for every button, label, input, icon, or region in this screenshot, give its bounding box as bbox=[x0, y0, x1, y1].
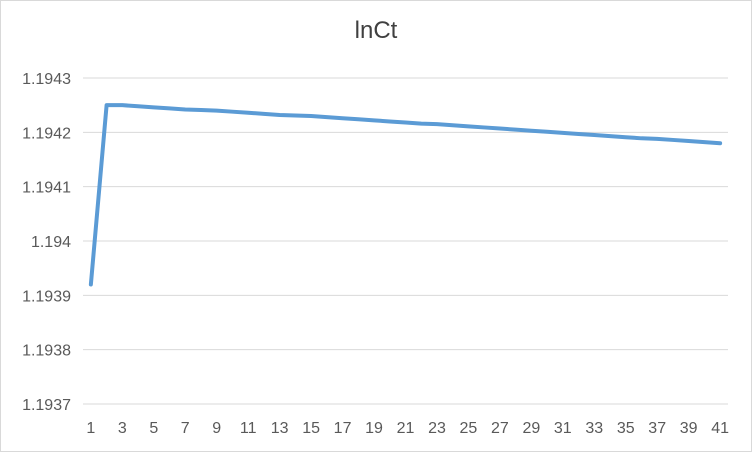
data-point bbox=[514, 128, 518, 132]
x-tick-label: 25 bbox=[460, 420, 478, 437]
data-point bbox=[639, 136, 643, 140]
x-tick-label: 15 bbox=[302, 420, 320, 437]
x-tick-label: 1 bbox=[86, 420, 95, 437]
data-point bbox=[577, 132, 581, 136]
data-point bbox=[498, 127, 502, 131]
chart-title: lnCt bbox=[354, 17, 398, 44]
data-point bbox=[608, 134, 612, 138]
x-tick-label: 29 bbox=[522, 420, 540, 437]
y-tick-label: 1.1942 bbox=[22, 125, 71, 142]
x-tick-label: 17 bbox=[334, 420, 352, 437]
data-point bbox=[419, 122, 423, 126]
data-point bbox=[278, 113, 282, 117]
data-point bbox=[482, 125, 486, 129]
x-tick-label: 7 bbox=[181, 420, 190, 437]
data-point bbox=[120, 103, 124, 107]
data-point bbox=[655, 137, 659, 141]
x-tick-label: 3 bbox=[118, 420, 127, 437]
data-point bbox=[230, 110, 234, 114]
data-point bbox=[199, 108, 203, 112]
data-point bbox=[404, 121, 408, 125]
data-point bbox=[545, 130, 549, 134]
x-tick-label: 19 bbox=[365, 420, 383, 437]
x-tick-label: 41 bbox=[711, 420, 729, 437]
data-point bbox=[136, 104, 140, 108]
series-line bbox=[88, 103, 723, 287]
x-tick-label: 23 bbox=[428, 420, 446, 437]
x-tick-label: 11 bbox=[240, 420, 257, 437]
x-tick-label: 35 bbox=[617, 420, 635, 437]
x-tick-label: 33 bbox=[585, 420, 603, 437]
data-point bbox=[687, 139, 691, 143]
data-point bbox=[183, 108, 187, 112]
data-point bbox=[435, 122, 439, 126]
data-point bbox=[215, 109, 219, 113]
data-point bbox=[356, 117, 360, 121]
y-tick-label: 1.1937 bbox=[22, 397, 71, 414]
data-point bbox=[529, 129, 533, 133]
y-tick-label: 1.1939 bbox=[22, 288, 71, 305]
data-point bbox=[262, 112, 266, 116]
data-point bbox=[246, 111, 250, 115]
x-tick-label: 27 bbox=[491, 420, 509, 437]
data-point bbox=[152, 105, 156, 109]
data-point bbox=[325, 115, 329, 119]
x-tick-label: 13 bbox=[271, 420, 289, 437]
data-point bbox=[718, 141, 722, 145]
data-point bbox=[293, 113, 297, 117]
data-point bbox=[466, 124, 470, 128]
y-tick-label: 1.1941 bbox=[22, 180, 71, 197]
x-tick-label: 5 bbox=[149, 420, 158, 437]
data-point bbox=[592, 133, 596, 137]
data-point bbox=[671, 138, 675, 142]
x-tick-label: 31 bbox=[554, 420, 572, 437]
data-point bbox=[451, 123, 455, 127]
data-point bbox=[309, 114, 313, 118]
y-tick-label: 1.1943 bbox=[22, 71, 71, 88]
data-point bbox=[561, 131, 565, 135]
data-point bbox=[372, 118, 376, 122]
x-tick-label: 39 bbox=[680, 420, 698, 437]
data-point bbox=[388, 119, 392, 123]
x-tick-label: 9 bbox=[212, 420, 221, 437]
data-point bbox=[89, 282, 93, 286]
data-point bbox=[341, 116, 345, 120]
data-point bbox=[105, 103, 109, 107]
data-point bbox=[702, 140, 706, 144]
y-tick-label: 1.1938 bbox=[22, 343, 71, 360]
y-tick-label: 1.194 bbox=[31, 234, 71, 251]
x-tick-label: 37 bbox=[648, 420, 666, 437]
data-point bbox=[168, 106, 172, 110]
data-point bbox=[624, 135, 628, 139]
x-tick-label: 21 bbox=[397, 420, 415, 437]
